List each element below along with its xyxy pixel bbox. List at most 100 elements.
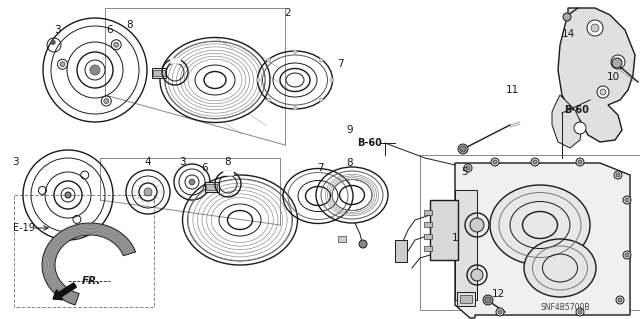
Circle shape (612, 58, 622, 68)
Text: SNF4B5700B: SNF4B5700B (540, 302, 589, 311)
Circle shape (458, 144, 468, 154)
Text: 8: 8 (127, 20, 133, 30)
Circle shape (464, 164, 472, 172)
Text: 1: 1 (452, 233, 458, 243)
Circle shape (625, 198, 629, 202)
Bar (223, 170, 233, 175)
Text: 5: 5 (461, 167, 468, 177)
Text: 2: 2 (285, 8, 291, 18)
Bar (152, 68, 166, 78)
Bar (455, 190, 477, 300)
Circle shape (563, 13, 571, 21)
Circle shape (591, 24, 599, 32)
Circle shape (625, 253, 629, 257)
Circle shape (578, 160, 582, 164)
Text: 12: 12 (492, 289, 504, 299)
Ellipse shape (524, 239, 596, 297)
Circle shape (576, 308, 584, 316)
Circle shape (496, 308, 504, 316)
Circle shape (319, 98, 323, 102)
Circle shape (618, 298, 622, 302)
Bar (457, 292, 475, 306)
Circle shape (493, 160, 497, 164)
FancyArrow shape (53, 283, 76, 300)
Circle shape (104, 99, 109, 103)
Text: 8: 8 (225, 157, 231, 167)
Text: 3: 3 (54, 25, 60, 35)
Circle shape (65, 192, 71, 198)
Circle shape (498, 310, 502, 314)
Circle shape (483, 295, 493, 305)
Circle shape (531, 158, 539, 166)
Circle shape (470, 218, 484, 232)
Text: B-60: B-60 (358, 138, 383, 148)
Circle shape (533, 160, 537, 164)
Text: 14: 14 (561, 29, 575, 39)
Circle shape (466, 166, 470, 170)
Text: 7: 7 (317, 163, 323, 173)
Text: ●: ● (50, 39, 56, 45)
Polygon shape (558, 8, 635, 142)
Circle shape (614, 58, 621, 65)
Text: 7: 7 (337, 59, 343, 69)
Text: FR.: FR. (82, 276, 101, 286)
Circle shape (578, 310, 582, 314)
Text: 3: 3 (179, 157, 186, 167)
Circle shape (189, 179, 195, 185)
Text: 10: 10 (607, 72, 620, 82)
Bar (424, 210, 432, 215)
Circle shape (319, 58, 323, 62)
Circle shape (614, 171, 622, 179)
Bar (205, 182, 219, 192)
Circle shape (330, 78, 334, 82)
Text: 8: 8 (347, 158, 353, 168)
Circle shape (293, 50, 297, 54)
Bar (338, 236, 346, 242)
Bar (424, 222, 432, 227)
Circle shape (587, 20, 603, 36)
Bar (424, 246, 432, 251)
Circle shape (600, 89, 606, 95)
Circle shape (611, 55, 625, 69)
Bar (430, 200, 458, 260)
Bar (420, 155, 640, 310)
Circle shape (267, 58, 271, 62)
Text: 4: 4 (145, 157, 151, 167)
Text: 6: 6 (107, 25, 113, 35)
Bar (14, 195, 154, 307)
Circle shape (293, 106, 297, 110)
Circle shape (460, 146, 466, 152)
Circle shape (616, 173, 620, 177)
Circle shape (256, 78, 260, 82)
Circle shape (576, 158, 584, 166)
Circle shape (623, 251, 631, 259)
Circle shape (144, 188, 152, 196)
Circle shape (90, 65, 100, 75)
Polygon shape (455, 163, 630, 318)
Circle shape (359, 240, 367, 248)
Circle shape (60, 62, 65, 67)
Text: 9: 9 (347, 125, 353, 135)
Circle shape (485, 297, 491, 303)
Bar (424, 234, 432, 239)
Bar (206, 184, 217, 190)
Circle shape (623, 196, 631, 204)
Circle shape (574, 122, 586, 134)
Bar (395, 240, 407, 262)
Bar (153, 70, 165, 76)
Ellipse shape (490, 185, 590, 265)
Circle shape (597, 86, 609, 98)
Text: 11: 11 (506, 85, 518, 95)
Circle shape (491, 158, 499, 166)
Circle shape (114, 42, 118, 47)
Text: 6: 6 (202, 163, 208, 173)
Circle shape (471, 269, 483, 281)
Bar (170, 58, 180, 63)
Text: E-19: E-19 (13, 223, 35, 233)
Circle shape (267, 98, 271, 102)
Text: B-60: B-60 (564, 105, 589, 115)
Polygon shape (552, 95, 582, 148)
Bar (460, 295, 472, 303)
Circle shape (616, 296, 624, 304)
Text: 3: 3 (12, 157, 19, 167)
